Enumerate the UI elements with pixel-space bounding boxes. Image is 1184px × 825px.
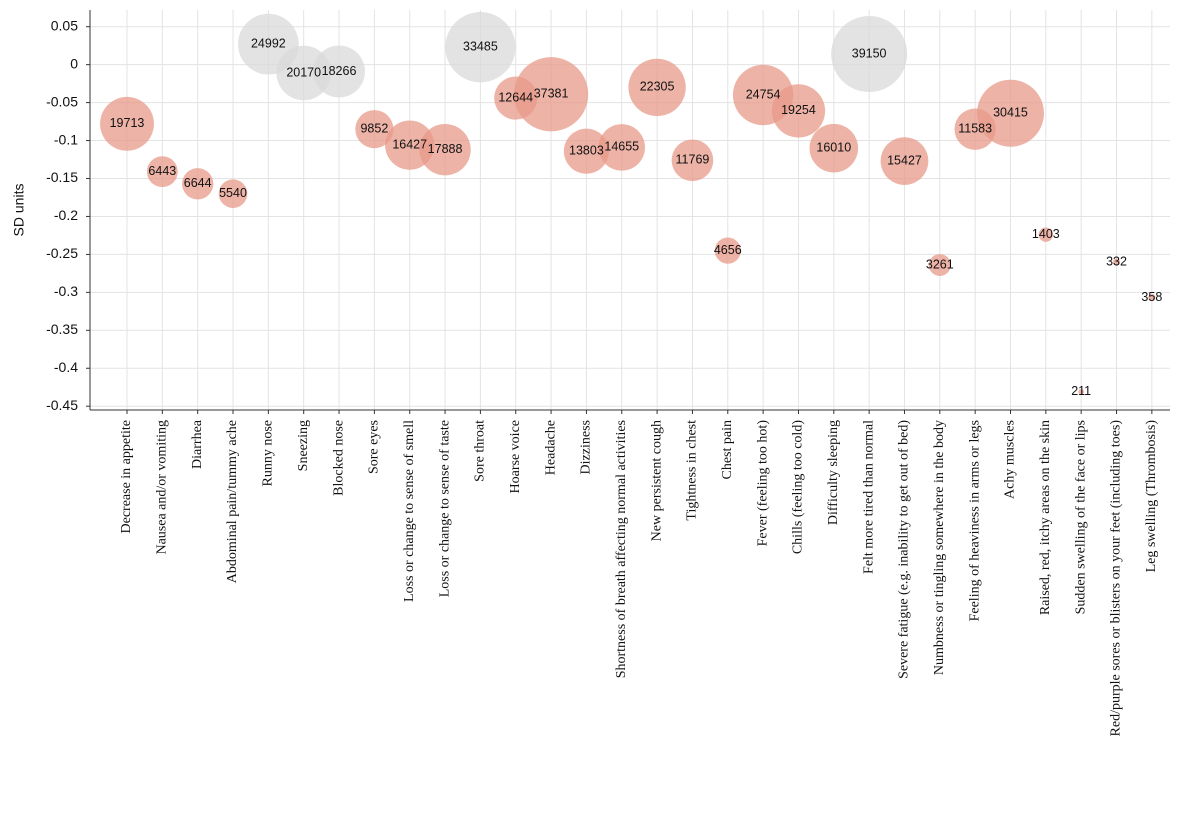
x-tick-label: Loss or change to sense of smell [402, 420, 417, 602]
x-tick-label: Sore eyes [367, 420, 382, 474]
x-tick-label: Fever (feeling too hot) [755, 420, 770, 547]
x-tick-label: Felt more tired than normal [861, 420, 876, 574]
bubble-label: 5540 [219, 186, 247, 200]
x-tick-label: Abdominal pain/tummy ache [225, 420, 240, 583]
bubble [445, 12, 516, 83]
bubble-label: 20170 [286, 65, 321, 79]
y-tick-label: -0.45 [46, 397, 78, 413]
bubble [598, 124, 646, 171]
bubble [1038, 227, 1054, 242]
bubble [1113, 258, 1121, 266]
bubble-label: 37381 [534, 87, 569, 101]
bubble-label: 22305 [640, 80, 675, 94]
bubble-label: 4656 [714, 243, 742, 257]
x-tick-label: Red/purple sores or blisters on your fee… [1109, 420, 1124, 737]
bubble [146, 156, 178, 188]
y-axis-label: SD units [11, 184, 27, 237]
bubble [671, 139, 714, 182]
x-tick-label: Dizziness [579, 420, 594, 474]
bubble-label: 12644 [498, 90, 533, 104]
bubble [419, 123, 471, 176]
y-tick-label: 0.05 [51, 17, 78, 33]
bubble-label: 1403 [1032, 227, 1060, 241]
x-tick-label: Difficulty sleeping [826, 420, 841, 525]
bubble-label: 6443 [148, 164, 176, 178]
x-tick-label: Diarrhea [190, 419, 205, 469]
bubble-label: 358 [1141, 290, 1162, 304]
bubble [977, 79, 1044, 147]
x-tick-label: Loss or change to sense of taste [437, 420, 452, 597]
x-tick-label: Feeling of heaviness in arms or legs [967, 420, 982, 621]
bubble-label: 332 [1106, 254, 1127, 268]
bubble-label: 30415 [993, 106, 1028, 120]
bubble-label: 39150 [852, 46, 887, 60]
bubble-label: 16427 [392, 137, 427, 151]
bubble-label: 13803 [569, 143, 604, 157]
y-tick-label: -0.35 [46, 321, 78, 337]
x-tick-label: Headache [543, 420, 558, 475]
x-tick-label: Sore throat [473, 420, 488, 482]
bubble-label: 16010 [816, 140, 851, 154]
bubble-label: 18266 [322, 64, 357, 78]
x-tick-label: Blocked nose [331, 420, 346, 496]
y-tick-label: -0.25 [46, 245, 78, 261]
bubble-label: 9852 [360, 121, 388, 135]
x-tick-label: New persistent cough [649, 420, 664, 541]
bubble [218, 179, 248, 208]
bubble-label: 6644 [184, 176, 212, 190]
bubble [771, 84, 826, 138]
x-tick-label: Tightness in chest [685, 420, 700, 521]
bubble-label: 15427 [887, 153, 922, 167]
x-tick-label: Leg swelling (Thrombosis) [1144, 420, 1159, 573]
y-tick-label: -0.05 [46, 93, 78, 109]
x-tick-label: Chills (feeling too cold) [791, 420, 806, 554]
bubble-label: 11769 [676, 153, 710, 167]
bubble [513, 57, 589, 132]
bubble-label: 33485 [463, 39, 498, 53]
bubble [928, 254, 951, 276]
x-tick-label: Shortness of breath affecting normal act… [614, 420, 629, 678]
x-tick-label: Runny nose [261, 420, 276, 487]
bubble-label: 24754 [746, 87, 781, 101]
bubble [628, 58, 686, 117]
y-tick-label: -0.15 [46, 169, 78, 185]
y-tick-label: -0.4 [54, 359, 78, 375]
bubble [880, 137, 929, 185]
bubble-label: 19254 [781, 103, 816, 117]
x-tick-label: Nausea and/or vomiting [155, 420, 170, 555]
x-tick-label: Sneezing [296, 420, 311, 471]
bubble [714, 237, 741, 264]
bubble [355, 110, 394, 149]
y-tick-label: 0 [70, 55, 78, 71]
bubble [1078, 388, 1084, 395]
bubble-label: 17888 [428, 142, 463, 156]
x-tick-label: Chest pain [720, 420, 735, 480]
bubble-label: 14655 [604, 140, 639, 154]
bubble [1148, 294, 1156, 302]
bubble-label: 211 [1071, 384, 1091, 398]
bubble [100, 96, 154, 151]
x-tick-label: Decrease in appetite [119, 420, 134, 534]
x-tick-label: Hoarse voice [508, 420, 523, 493]
bubble [313, 45, 365, 98]
x-tick-label: Numbness or tingling somewhere in the bo… [932, 420, 947, 675]
x-tick-label: Severe fatigue (e.g. inability to get ou… [897, 420, 912, 679]
bubble [809, 123, 859, 173]
bubble-label: 24992 [251, 36, 286, 50]
bubble-label: 11583 [958, 121, 992, 135]
x-tick-label: Raised, red, itchy areas on the skin [1038, 420, 1053, 615]
bubble-label: 3261 [926, 257, 954, 271]
bubble [182, 168, 214, 200]
y-tick-label: -0.3 [54, 283, 78, 299]
bubble-label: 19713 [110, 116, 145, 130]
y-tick-label: -0.2 [54, 207, 78, 223]
y-tick-label: -0.1 [54, 131, 78, 147]
bubble [831, 16, 908, 93]
bubble [563, 128, 609, 174]
x-tick-label: Achy muscles [1003, 420, 1018, 499]
x-tick-label: Sudden swelling of the face or lips [1073, 420, 1088, 614]
